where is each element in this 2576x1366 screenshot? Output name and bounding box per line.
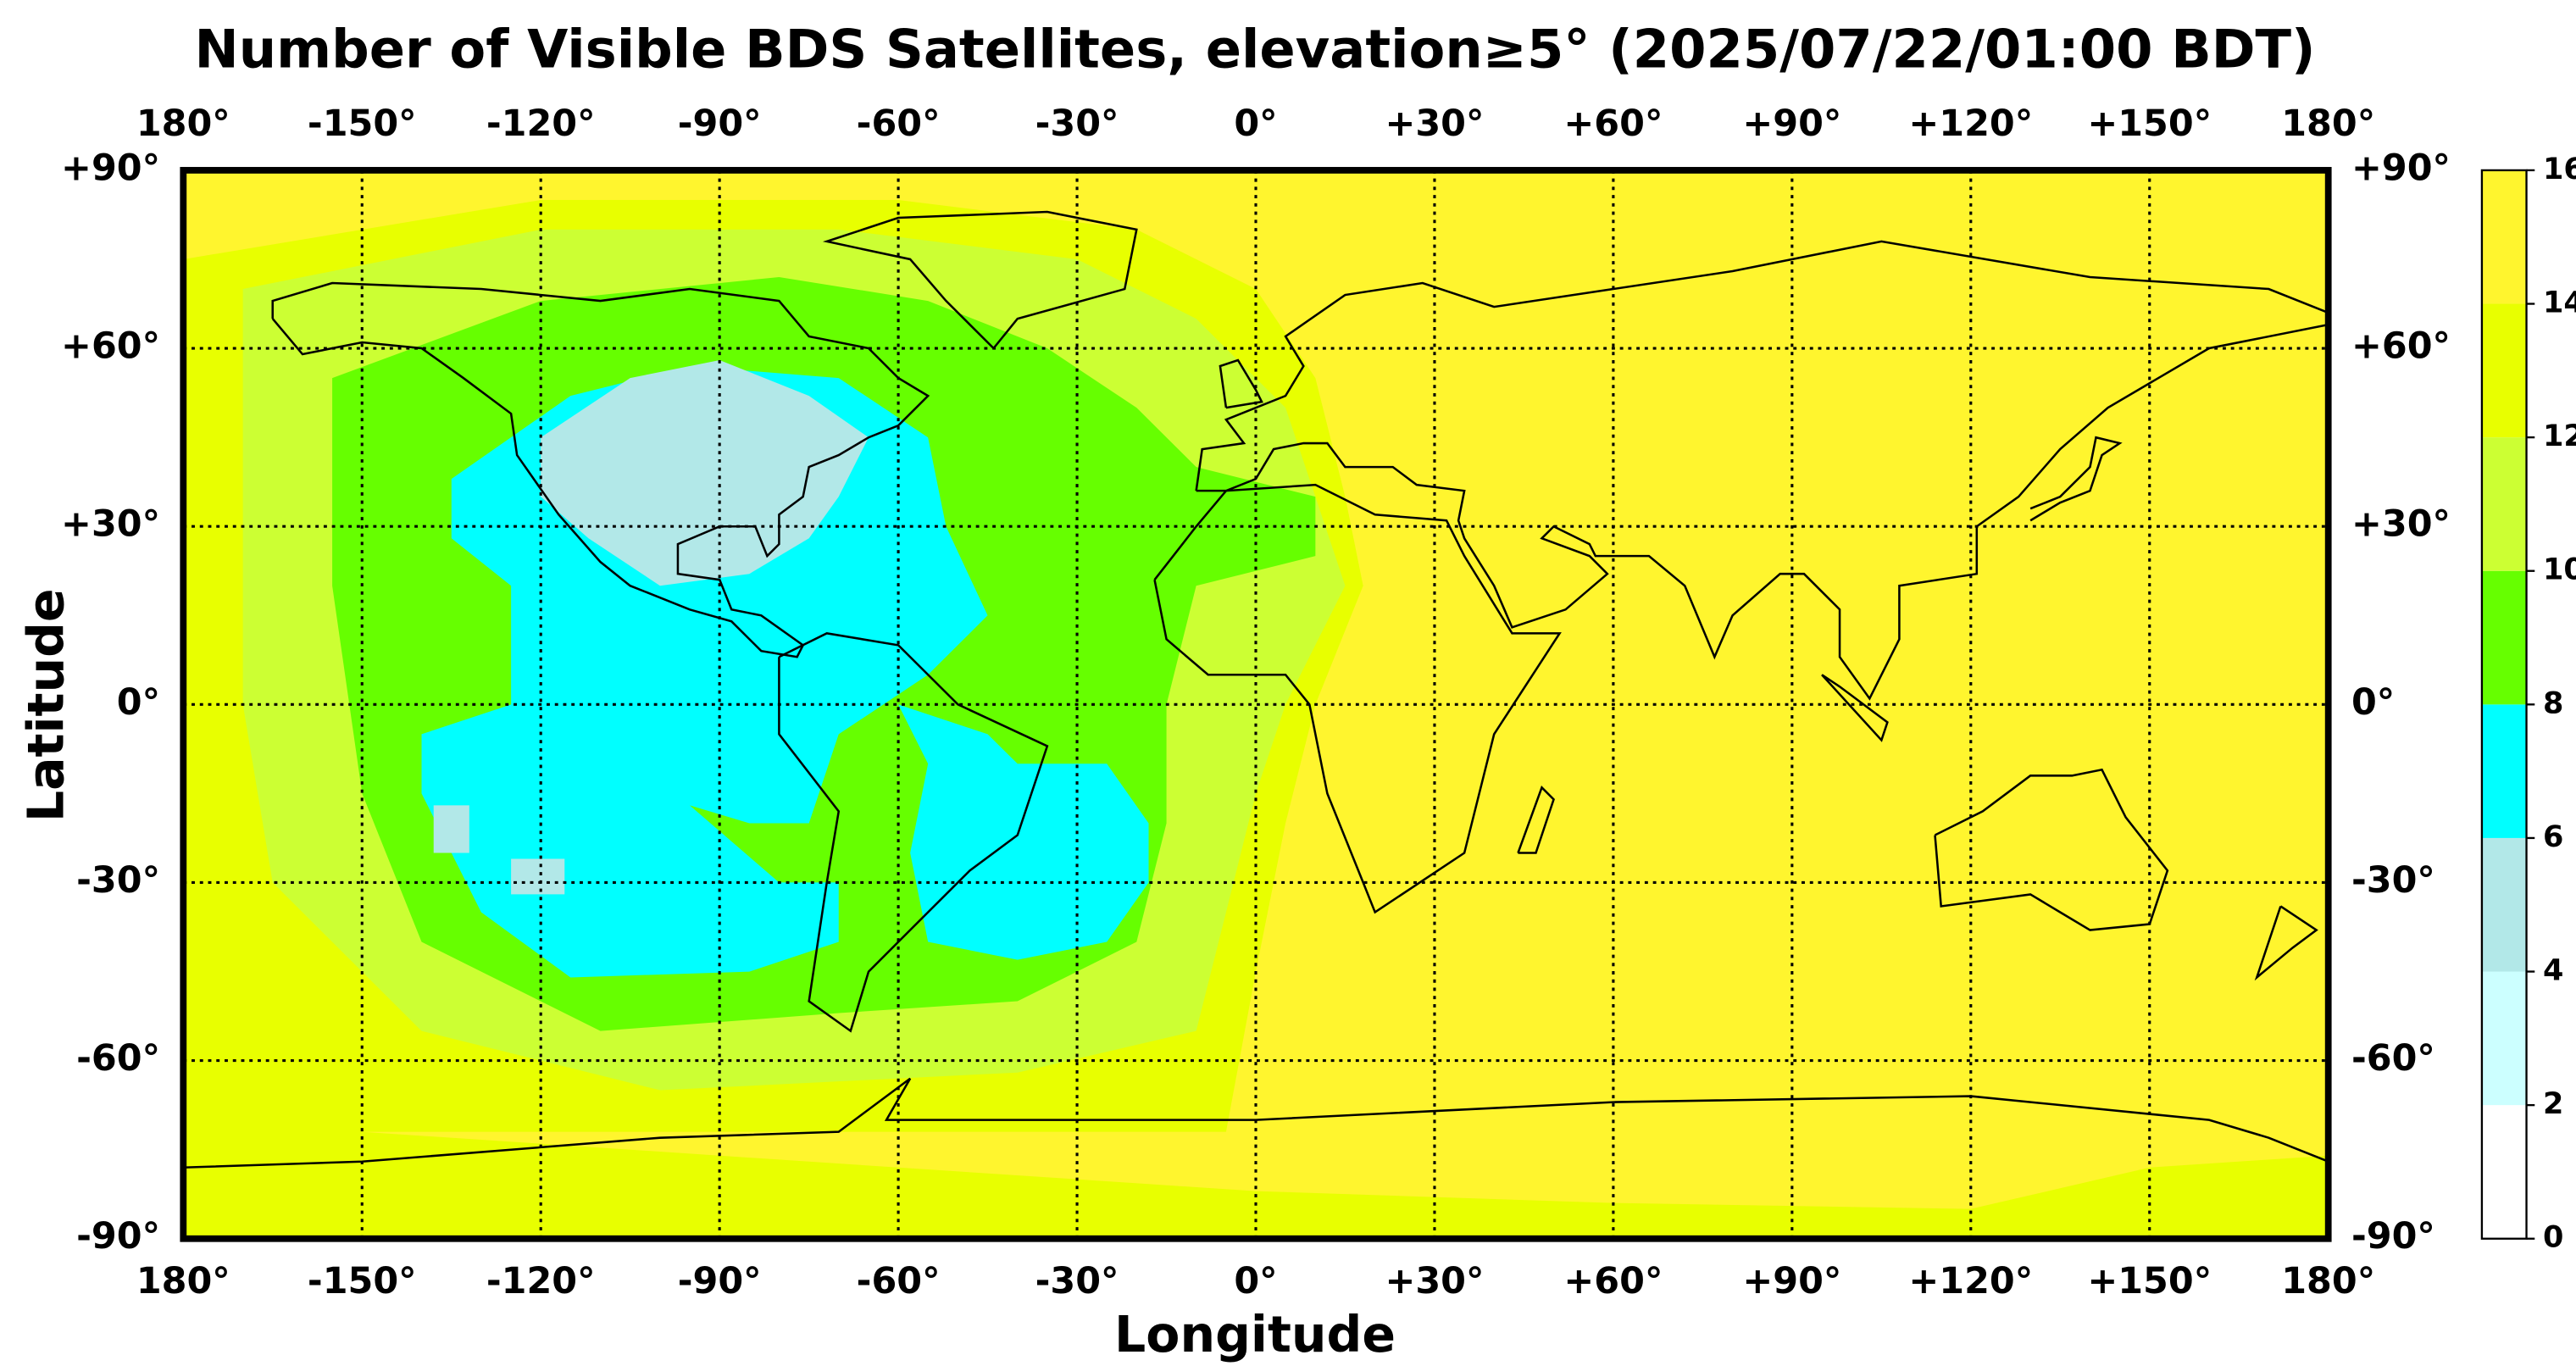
colorbar-segment (2481, 437, 2527, 571)
coastline (1934, 768, 2169, 931)
x-tick-label-bottom: -150° (308, 1260, 417, 1302)
colorbar: 0 2 4 6 8 10 12 14 16 (2480, 152, 2576, 1255)
colorbar-tick-label: 6 (2543, 819, 2563, 854)
y-tick-label-left: -60° (76, 1037, 160, 1080)
y-tick-label-right: +30° (2351, 503, 2451, 546)
coverage-region (541, 360, 869, 586)
tick-labels: 180° 180° -150° -150° -120° -120° -90° -90° -60°… (61, 103, 2451, 1302)
coastline (778, 632, 1049, 1033)
colorbar-segment (2481, 1105, 2527, 1239)
coastline (2029, 436, 2123, 522)
x-tick-label-top: 0° (1234, 103, 1277, 145)
colorbar-segment (2481, 570, 2527, 705)
coverage-region (433, 805, 469, 853)
coastline (1196, 323, 2329, 701)
x-tick-label-bottom: 0° (1234, 1260, 1277, 1302)
map-title: Number of Visible BDS Satellites, elevat… (195, 19, 2316, 81)
coverage-layer (183, 169, 2329, 1239)
colorbar-tick-label: 10 (2543, 553, 2576, 587)
map-frame (180, 167, 2332, 1242)
x-tick-label-top: -90° (678, 103, 762, 145)
y-tick-label-left: -90° (76, 1215, 160, 1258)
coverage-region (183, 1119, 2329, 1239)
x-tick-label-top: 180° (2281, 103, 2375, 145)
x-tick-label-top: +150° (2087, 103, 2212, 145)
y-tick-label-right: -60° (2351, 1037, 2435, 1080)
colorbar-segment (2481, 971, 2527, 1106)
x-tick-label-top: -150° (308, 103, 417, 145)
x-tick-label-bottom: -90° (678, 1260, 762, 1302)
y-tick-label-right: -30° (2351, 859, 2435, 902)
x-tick-label-bottom: +120° (1908, 1260, 2033, 1302)
colorbar-tick-label: 2 (2543, 1086, 2563, 1121)
y-tick-label-right: -90° (2351, 1215, 2435, 1258)
colorbar-tick-label: 0 (2543, 1220, 2563, 1255)
colorbar-tick-label: 4 (2543, 953, 2563, 988)
y-tick-label-left: +30° (61, 503, 160, 546)
x-tick-label-top: -60° (857, 103, 941, 145)
x-tick-label-bottom: -120° (486, 1260, 596, 1302)
y-tick-label-left: +90° (61, 147, 160, 189)
coastline (1195, 240, 2329, 491)
coverage-region (898, 704, 1149, 960)
y-tick-label-right: +60° (2351, 325, 2451, 368)
coastline (1153, 483, 1562, 914)
x-axis-label: Longitude (1114, 1306, 1396, 1363)
coastline (1517, 786, 1555, 854)
x-tick-label-top: -120° (486, 103, 596, 145)
x-tick-label-bottom: 180° (136, 1260, 230, 1302)
colorbar-segment (2481, 837, 2527, 972)
x-tick-label-bottom: +60° (1563, 1260, 1663, 1302)
x-tick-label-top: -30° (1035, 103, 1119, 145)
coastline (822, 210, 1138, 349)
y-tick-label-left: +60° (61, 325, 160, 368)
colorbar-tick-label: 16 (2543, 152, 2576, 186)
colorbar-tick-label: 14 (2543, 286, 2576, 320)
coverage-region (511, 858, 565, 895)
y-tick-label-right: 0° (2351, 681, 2395, 724)
colorbar-tick-label: 12 (2543, 419, 2576, 453)
x-tick-label-bottom: 180° (2281, 1260, 2375, 1302)
coastline (1821, 674, 1889, 742)
coastline (2254, 905, 2318, 981)
x-tick-label-top: +60° (1563, 103, 1663, 145)
colorbar-segment (2481, 303, 2527, 438)
x-tick-label-bottom: +30° (1385, 1260, 1484, 1302)
x-tick-label-top: +90° (1742, 103, 1841, 145)
colorbar-frame (2480, 169, 2528, 1240)
y-tick-label-left: 0° (117, 681, 160, 724)
coastline (183, 1077, 2329, 1169)
x-tick-label-bottom: +90° (1742, 1260, 1841, 1302)
x-tick-label-top: 180° (136, 103, 230, 145)
colorbar-tick-label: 8 (2543, 686, 2563, 720)
x-tick-label-bottom: -60° (857, 1260, 941, 1302)
colorbar-segment (2481, 169, 2527, 304)
x-tick-label-top: +30° (1385, 103, 1484, 145)
x-tick-label-bottom: -30° (1035, 1260, 1119, 1302)
colorbar-segment (2481, 704, 2527, 838)
x-tick-label-bottom: +150° (2087, 1260, 2212, 1302)
y-tick-label-left: -30° (76, 859, 160, 902)
y-axis-label: Latitude (18, 588, 75, 822)
x-tick-label-top: +120° (1908, 103, 2033, 145)
y-tick-label-right: +90° (2351, 147, 2451, 189)
